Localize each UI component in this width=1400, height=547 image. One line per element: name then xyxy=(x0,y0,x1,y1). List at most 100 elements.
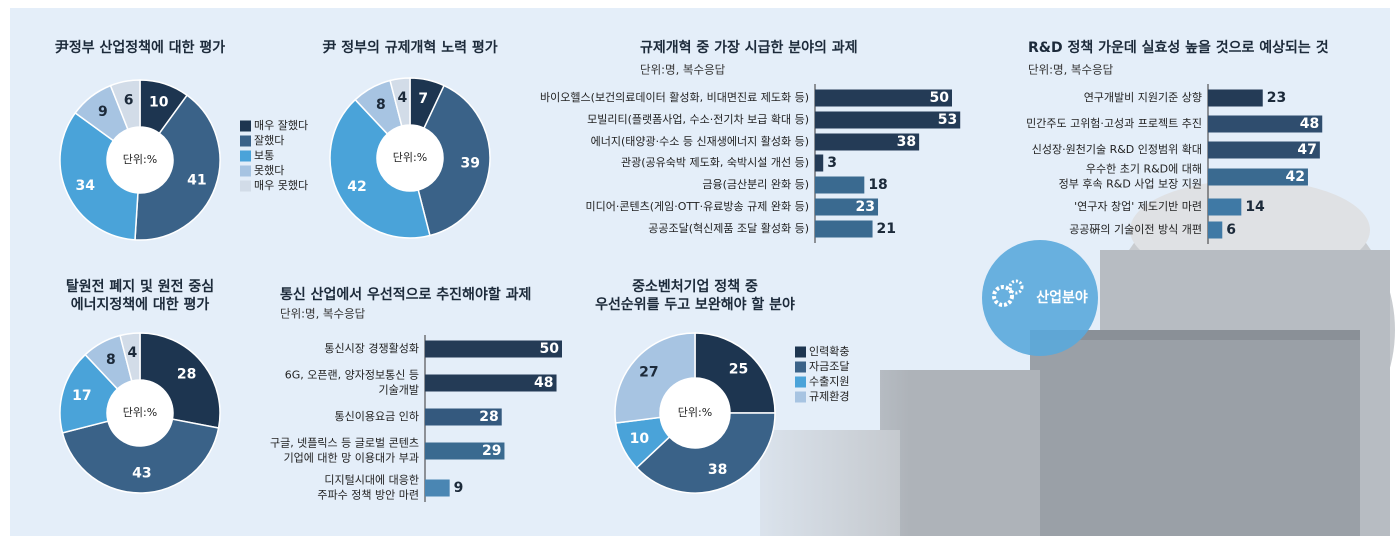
value-label: 6 xyxy=(1226,222,1236,238)
category-label: 모빌리티(플랫폼사업, 수소·전기차 보급 확대 등) xyxy=(587,113,809,126)
slice-label: 27 xyxy=(639,364,658,380)
chart-title: 중소벤처기업 정책 중 xyxy=(632,278,758,295)
slice-label: 28 xyxy=(177,366,196,382)
legend-label: 보통 xyxy=(254,149,274,162)
bar xyxy=(815,220,873,238)
value-label: 38 xyxy=(897,134,916,150)
legend-swatch xyxy=(240,135,251,147)
slice-label: 4 xyxy=(128,345,138,361)
bar xyxy=(1208,221,1223,239)
bar xyxy=(425,479,450,497)
value-label: 3 xyxy=(827,155,837,171)
bar xyxy=(1208,89,1263,107)
legend-swatch xyxy=(240,165,251,177)
category-label: 연구개발비 지원기준 상향 xyxy=(1084,91,1202,104)
chart-title: 에너지정책에 대한 평가 xyxy=(71,296,210,313)
bar xyxy=(815,176,865,194)
donut-hole xyxy=(377,125,443,191)
bar xyxy=(1208,198,1242,216)
value-label: 28 xyxy=(479,409,498,425)
category-label: 바이오헬스(보건의료데이터 활성화, 비대면진료 제도화 등) xyxy=(540,90,809,104)
slice-label: 42 xyxy=(347,179,366,195)
slice-label: 25 xyxy=(729,362,748,378)
chart-title: 尹 정부의 규제개혁 노력 평가 xyxy=(322,39,497,56)
bar xyxy=(815,198,879,216)
value-label: 18 xyxy=(868,177,887,193)
value-label: 21 xyxy=(877,221,896,237)
donut-hole xyxy=(107,380,173,446)
slice-label: 38 xyxy=(708,462,727,478)
bar xyxy=(425,340,562,358)
bar xyxy=(1208,115,1323,133)
category-label: 기술개발 xyxy=(379,384,419,397)
category-label: 에너지(태양광·수소 등 신재생에너지 활성화 등) xyxy=(591,134,809,148)
value-label: 42 xyxy=(1285,169,1304,185)
legend-swatch xyxy=(795,376,806,388)
bar xyxy=(815,133,920,151)
category-label: 관광(공유숙박 제도화, 숙박시설 개선 등) xyxy=(621,156,809,169)
unit-label: 단위:% xyxy=(393,151,427,164)
chart-subtitle: 단위:명, 복수응답 xyxy=(640,63,726,77)
unit-label: 단위:% xyxy=(123,406,157,419)
bar xyxy=(815,89,952,107)
chart-subtitle: 단위:명, 복수응답 xyxy=(280,307,366,321)
category-label: 금융(금산분리 완화 등) xyxy=(702,178,809,191)
slice-label: 43 xyxy=(132,465,151,481)
category-label: '연구자 창업' 제도기반 마련 xyxy=(1074,200,1202,213)
bar xyxy=(815,111,961,129)
legend-swatch xyxy=(795,346,806,358)
donut-hole xyxy=(107,127,173,193)
plant-photo xyxy=(700,180,1400,536)
chart-title: 통신 산업에서 우선적으로 추진해야할 과제 xyxy=(280,286,531,303)
category-label: 기업에 대한 망 이용대가 부과 xyxy=(284,452,419,465)
chart-title: 탈원전 폐지 및 원전 중심 xyxy=(66,278,214,295)
bar xyxy=(425,408,502,426)
value-label: 29 xyxy=(482,443,501,459)
category-label: 6G, 오픈랜, 양자정보통신 등 xyxy=(285,369,419,382)
bar xyxy=(1208,168,1308,186)
bar xyxy=(1208,141,1320,159)
legend-swatch xyxy=(240,180,251,192)
legend-label: 못했다 xyxy=(254,164,284,177)
value-label: 9 xyxy=(454,480,464,496)
bar xyxy=(425,442,505,460)
category-label: 민간주도 고위험·고성과 프로젝트 추진 xyxy=(1026,117,1202,130)
legend-label: 자금조달 xyxy=(809,360,849,373)
value-label: 50 xyxy=(930,90,950,106)
legend-swatch xyxy=(795,361,806,373)
legend-swatch xyxy=(795,391,806,403)
category-label: 공공조달(혁신제품 조달 활성화 등) xyxy=(648,221,809,235)
chart-title: 尹정부 산업정책에 대한 평가 xyxy=(55,39,225,56)
category-label: 통신이용요금 인하 xyxy=(335,409,419,423)
value-label: 48 xyxy=(1300,116,1319,132)
donut-hole xyxy=(660,378,730,448)
unit-label: 단위:% xyxy=(123,153,157,166)
value-label: 23 xyxy=(856,199,875,215)
chart-subtitle: 단위:명, 복수응답 xyxy=(1028,63,1114,77)
slice-label: 8 xyxy=(376,97,386,113)
legend-label: 수출지원 xyxy=(809,375,849,388)
category-label: 공공硏의 기술이전 방식 개편 xyxy=(1069,223,1202,236)
badge-label: 산업분야 xyxy=(1036,289,1088,306)
value-label: 47 xyxy=(1297,142,1316,158)
bar xyxy=(425,374,557,392)
slice-label: 9 xyxy=(98,104,108,120)
slice-label: 39 xyxy=(460,156,479,172)
category-label: 구글, 넷플릭스 등 글로벌 콘텐츠 xyxy=(270,437,419,450)
chart-title: R&D 정책 가운데 실효성 높을 것으로 예상되는 것 xyxy=(1028,39,1329,56)
slice-label: 8 xyxy=(106,352,116,368)
bar xyxy=(815,154,824,172)
chart-title: 규제개혁 중 가장 시급한 분야의 과제 xyxy=(640,39,858,56)
value-label: 50 xyxy=(540,341,560,357)
slice-label: 10 xyxy=(149,94,169,110)
legend-swatch xyxy=(240,150,251,162)
value-label: 23 xyxy=(1267,90,1286,106)
slice-label: 7 xyxy=(418,91,428,107)
legend-label: 잘했다 xyxy=(254,134,284,147)
legend-label: 매우 잘했다 xyxy=(254,119,308,132)
category-label: 정부 후속 R&D 사업 보장 지원 xyxy=(1059,178,1202,191)
category-label: 디지털시대에 대응한 xyxy=(324,474,419,487)
badge: 산업분야 xyxy=(982,240,1098,356)
value-label: 48 xyxy=(534,375,553,391)
